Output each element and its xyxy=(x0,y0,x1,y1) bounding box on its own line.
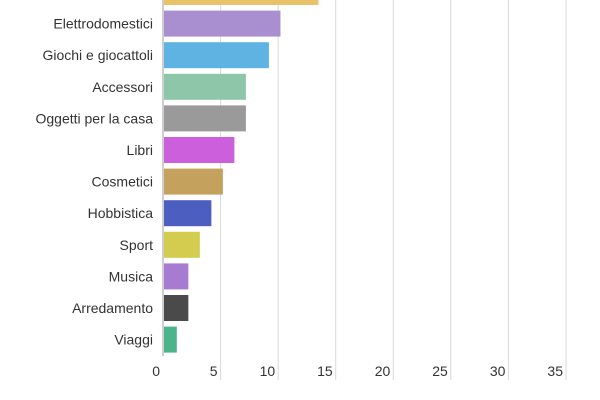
category-label: Giochi e giocattoli xyxy=(42,47,153,63)
x-tick-label: 30 xyxy=(490,363,506,379)
bar xyxy=(164,295,189,321)
bar xyxy=(164,105,246,132)
bar xyxy=(164,326,177,353)
x-tick-label: 20 xyxy=(375,363,391,379)
bars xyxy=(164,0,319,353)
grid xyxy=(220,0,567,380)
x-tick-label: 25 xyxy=(432,363,448,379)
bar xyxy=(164,200,212,227)
x-tick-label: 10 xyxy=(260,363,276,379)
bar xyxy=(164,73,246,100)
category-label: Viaggi xyxy=(114,332,153,348)
x-tick-label: 5 xyxy=(210,363,218,379)
bar xyxy=(164,0,319,5)
category-label: Libri xyxy=(127,142,153,158)
category-label: Sport xyxy=(120,237,154,253)
category-label: Oggetti per la casa xyxy=(35,110,153,126)
x-tick-label: 0 xyxy=(152,363,160,379)
bar xyxy=(164,10,281,37)
bar xyxy=(164,263,189,290)
bar xyxy=(164,168,223,195)
bar xyxy=(164,231,200,258)
category-label: Elettrodomestici xyxy=(53,16,153,32)
x-tick-label: 35 xyxy=(547,363,563,379)
x-tick-labels: 0 5 10 15 20 25 30 35 xyxy=(152,363,563,379)
category-label: Accessori xyxy=(92,79,153,95)
x-tick-label: 15 xyxy=(317,363,333,379)
category-label: Hobbistica xyxy=(88,205,154,221)
bar xyxy=(164,42,269,69)
bar xyxy=(164,137,235,163)
category-labels: Elettrodomestici Giochi e giocattoli Acces… xyxy=(35,16,153,348)
category-label: Cosmetici xyxy=(92,174,153,190)
category-label: Musica xyxy=(109,268,154,284)
category-label: Arredamento xyxy=(72,300,153,316)
